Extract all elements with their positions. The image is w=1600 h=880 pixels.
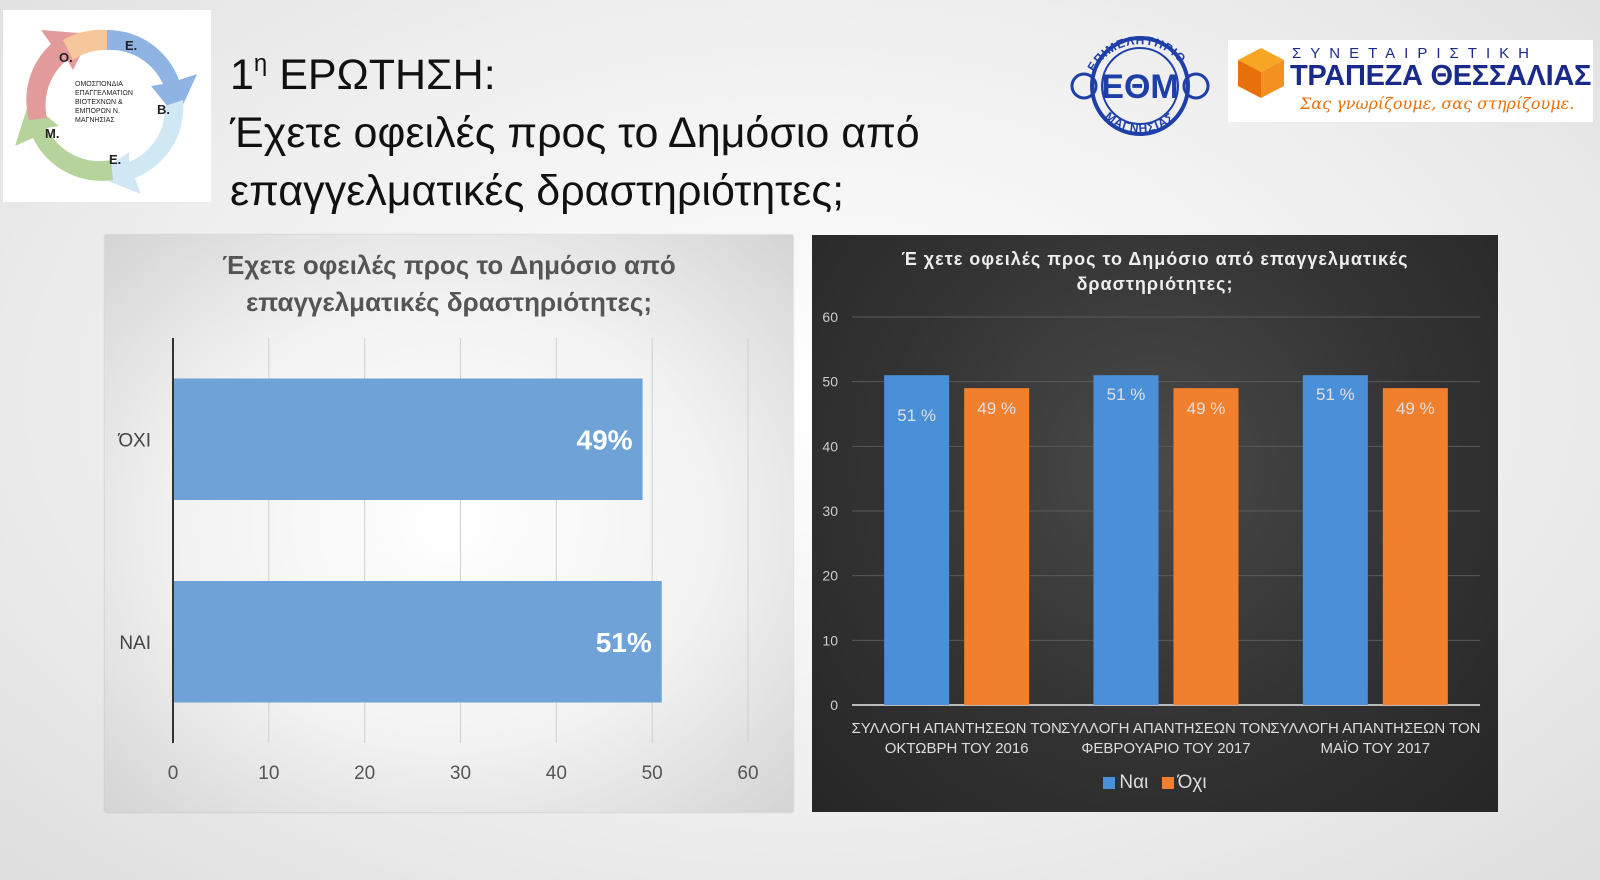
- right-chart-legend: Ναι Όχι: [812, 772, 1498, 794]
- x-category-label: ΦΕΒΡΟΥΑΡΙΟ ΤΟΥ 2017: [1081, 740, 1250, 757]
- y-tick-label: 60: [822, 309, 838, 325]
- federation-logo-graphic: Ο. Ε. Β. Ε. Μ. ΟΜΟΣΠΟΝΔΙΑ ΕΠΑΓΓΕΛΜΑΤΙΩΝ …: [15, 29, 197, 194]
- bar: [173, 378, 643, 500]
- logo-line-3: ΒΙΟΤΕΧΝΩΝ &: [75, 99, 123, 106]
- left-chart-plot: 0 10 20 30 40 50 60 49% ΌΧΙ 51% ΝΑΙ: [117, 338, 759, 784]
- legend-swatch-yes: [1103, 776, 1116, 789]
- logo-letter-v: Β.: [157, 102, 170, 117]
- bar-data-label: 49 %: [977, 399, 1016, 418]
- bar-data-label: 49 %: [1396, 399, 1435, 418]
- slide-title-line2: Έχετε οφειλές προς το Δημόσιο από: [230, 109, 920, 157]
- bank-top-text: ΣΥΝΕΤΑΙΡΙΣΤΙΚΗ: [1292, 45, 1538, 62]
- y-tick-label: 30: [822, 503, 838, 519]
- bar-yes: [1302, 375, 1368, 705]
- y-tick-label: 40: [822, 438, 838, 454]
- seal-center-text: ΕΘΜ: [1101, 68, 1178, 106]
- legend-swatch-no: [1161, 776, 1174, 789]
- x-tick-label: 40: [546, 763, 567, 784]
- logo-letter-m: Μ.: [45, 126, 59, 141]
- y-tick-label: 10: [822, 632, 838, 648]
- slide-title-line3: επαγγελματικές δραστηριότητες;: [230, 167, 845, 215]
- legend-item-no: Όχι: [1161, 772, 1207, 793]
- bar-data-label: 49 %: [1187, 399, 1226, 418]
- legend-item-yes: Ναι: [1103, 772, 1148, 793]
- y-category-label: ΌΧΙ: [117, 430, 151, 451]
- x-category-label: ΣΥΛΛΟΓΗ ΑΠΑΝΤΗΣΕΩΝ ΤΟΝ: [1061, 720, 1271, 737]
- bar-no: [1173, 388, 1239, 705]
- bar-no: [964, 388, 1030, 705]
- slide-title: 1η ΕΡΩΤΗΣΗ: Έχετε οφειλές προς το Δημόσι…: [230, 46, 1030, 220]
- column-chart: Έ χετε οφειλές προς το Δημόσιο από επαγγ…: [812, 235, 1498, 812]
- y-tick-label: 20: [822, 568, 838, 584]
- y-category-label: ΝΑΙ: [119, 633, 151, 654]
- x-category-label: ΜΑΪΟ ΤΟΥ 2017: [1321, 740, 1431, 757]
- logo-line-2: ΕΠΑΓΓΕΛΜΑΤΙΩΝ: [75, 90, 133, 97]
- bar-data-label: 49%: [577, 424, 633, 455]
- x-tick-label: 60: [737, 763, 758, 784]
- bar-no: [1382, 388, 1448, 705]
- x-category-label: ΣΥΛΛΟΓΗ ΑΠΑΝΤΗΣΕΩΝ ΤΟΝ: [1270, 720, 1480, 737]
- right-chart-title: Έ χετε οφειλές προς το Δημόσιο από επαγγ…: [901, 249, 1409, 294]
- bar: [173, 581, 662, 703]
- x-tick-label: 10: [258, 763, 279, 784]
- bank-cube-icon: [1238, 48, 1284, 98]
- logo-letter-e1: Ε.: [125, 38, 137, 53]
- horizontal-bar-chart: Έχετε οφειλές προς το Δημόσιο από επαγγε…: [105, 235, 793, 812]
- logo-letter-o: Ο.: [59, 50, 73, 65]
- right-chart-plot: 0 10 20 30 40 50 60 51 % 49 % ΣΥΛΛΟΓΗ ΑΠΑΝΤΗΣΕΩΝ …: [822, 309, 1480, 757]
- x-category-label: ΣΥΛΛΟΓΗ ΑΠΑΝΤΗΣΕΩΝ ΤΟΝ: [852, 720, 1062, 737]
- logo-line-5: ΜΑΓΝΗΣΙΑΣ: [75, 117, 115, 124]
- slide-title-line1: 1η ΕΡΩΤΗΣΗ:: [230, 50, 496, 99]
- x-tick-label: 50: [642, 763, 663, 784]
- x-category-label: ΟΚΤΩΒΡΗ ΤΟΥ 2016: [885, 740, 1029, 757]
- federation-logo: Ο. Ε. Β. Ε. Μ. ΟΜΟΣΠΟΝΔΙΑ ΕΠΑΓΓΕΛΜΑΤΙΩΝ …: [3, 10, 211, 202]
- left-chart-title: Έχετε οφειλές προς το Δημόσιο από επαγγε…: [222, 250, 676, 317]
- chamber-seal-logo: ΕΠΙΜΕΛΗΤΗΡΙΟ ΜΑΓΝΗΣΙΑΣ ΕΘΜ: [1060, 10, 1220, 150]
- y-tick-label: 50: [822, 374, 838, 390]
- bar-yes: [884, 375, 950, 705]
- x-tick-label: 0: [168, 763, 179, 784]
- bar-yes: [1093, 375, 1159, 705]
- bar-data-label: 51 %: [1316, 385, 1355, 404]
- logo-line-1: ΟΜΟΣΠΟΝΔΙΑ: [75, 81, 123, 88]
- bar-data-label: 51%: [596, 627, 652, 658]
- x-tick-label: 20: [354, 763, 375, 784]
- bank-slogan: Σας γνωρίζουμε, σας στηρίζουμε.: [1300, 94, 1575, 113]
- bar-data-label: 51 %: [1107, 385, 1146, 404]
- x-tick-label: 30: [450, 763, 471, 784]
- logo-line-4: ΕΜΠΟΡΩΝ Ν.: [75, 108, 120, 115]
- bar-data-label: 51 %: [897, 406, 936, 425]
- y-tick-label: 0: [830, 697, 838, 713]
- bank-name: ΤΡΑΠΕΖΑ ΘΕΣΣΑΛΙΑΣ: [1290, 60, 1592, 92]
- logo-letter-e2: Ε.: [109, 152, 121, 167]
- svg-text:ΜΑΓΝΗΣΙΑΣ: ΜΑΓΝΗΣΙΑΣ: [1102, 109, 1177, 135]
- bank-logo: ΣΥΝΕΤΑΙΡΙΣΤΙΚΗ ΤΡΑΠΕΖΑ ΘΕΣΣΑΛΙΑΣ Σας γνω…: [1228, 40, 1593, 122]
